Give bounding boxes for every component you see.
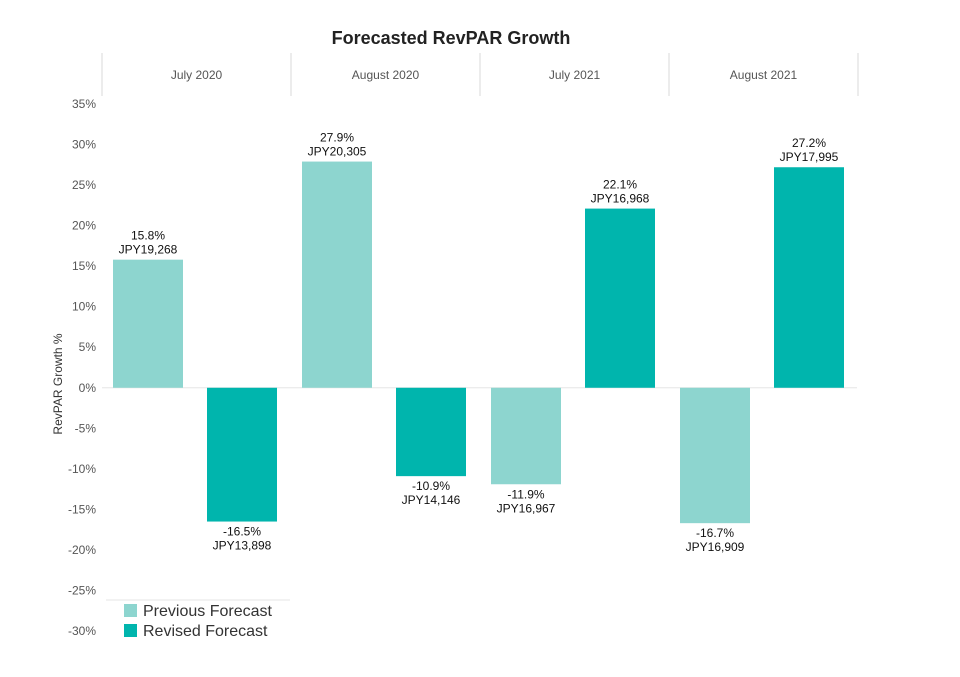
data-label-value: -10.9% [412,479,450,493]
data-label-value: 22.1% [603,178,637,192]
category-panels: July 2020 August 2020 July 2021 August 2021 [101,53,859,96]
bar [774,167,844,388]
y-tick-label: 5% [79,340,97,354]
data-label-value: -16.5% [223,525,261,539]
y-tick-label: 0% [79,381,97,395]
data-label-value: 27.9% [320,131,354,145]
data-label-revpar: JPY16,909 [686,540,745,554]
bar [302,161,372,388]
data-label-value: -11.9% [507,487,544,501]
data-label-revpar: JPY17,995 [780,150,839,164]
data-label-value: -16.7% [696,526,734,540]
bar [680,387,750,524]
y-axis-ticks: 35% 30% 25% 20% 15% 10% 5% 0% -5% -10% -15% -20% -25… [68,97,96,638]
data-label-revpar: JPY20,305 [308,145,367,159]
y-axis-label: RevPAR Growth % [51,333,65,434]
category-label: July 2021 [549,68,601,82]
bar [207,387,277,522]
bar [585,208,655,388]
bar [113,259,183,388]
legend-swatch [124,624,137,637]
bar [491,387,561,485]
category-label: August 2021 [730,68,798,82]
y-tick-label: -30% [68,624,96,638]
data-label-value: 15.8% [131,229,165,243]
data-label-revpar: JPY16,968 [591,192,650,206]
data-label-revpar: JPY13,898 [213,539,272,553]
bars [113,161,844,524]
legend: Previous Forecast Revised Forecast [106,599,290,640]
legend-label: Revised Forecast [143,623,268,640]
y-tick-label: -10% [68,462,96,476]
chart-title: Forecasted RevPAR Growth [332,28,571,48]
category-label: August 2020 [352,68,420,82]
y-tick-label: 30% [72,138,96,152]
data-label-revpar: JPY16,967 [497,501,556,515]
data-label-value: 27.2% [792,136,826,150]
bar [396,387,466,477]
y-tick-label: 25% [72,178,96,192]
y-tick-label: 20% [72,219,96,233]
category-label: July 2020 [171,68,223,82]
data-label-revpar: JPY14,146 [402,493,461,507]
y-tick-label: -15% [68,502,96,516]
y-tick-label: -20% [68,543,96,557]
y-tick-label: 35% [72,97,96,111]
y-tick-label: -25% [68,583,96,597]
legend-swatch [124,604,137,617]
y-tick-label: 10% [72,300,96,314]
y-tick-label: -5% [75,421,97,435]
y-tick-label: 15% [72,259,96,273]
data-labels: 15.8%JPY19,268 -16.5%JPY13,898 27.9%JPY20,… [119,131,839,555]
legend-label: Previous Forecast [143,603,272,620]
data-label-revpar: JPY19,268 [119,243,178,257]
